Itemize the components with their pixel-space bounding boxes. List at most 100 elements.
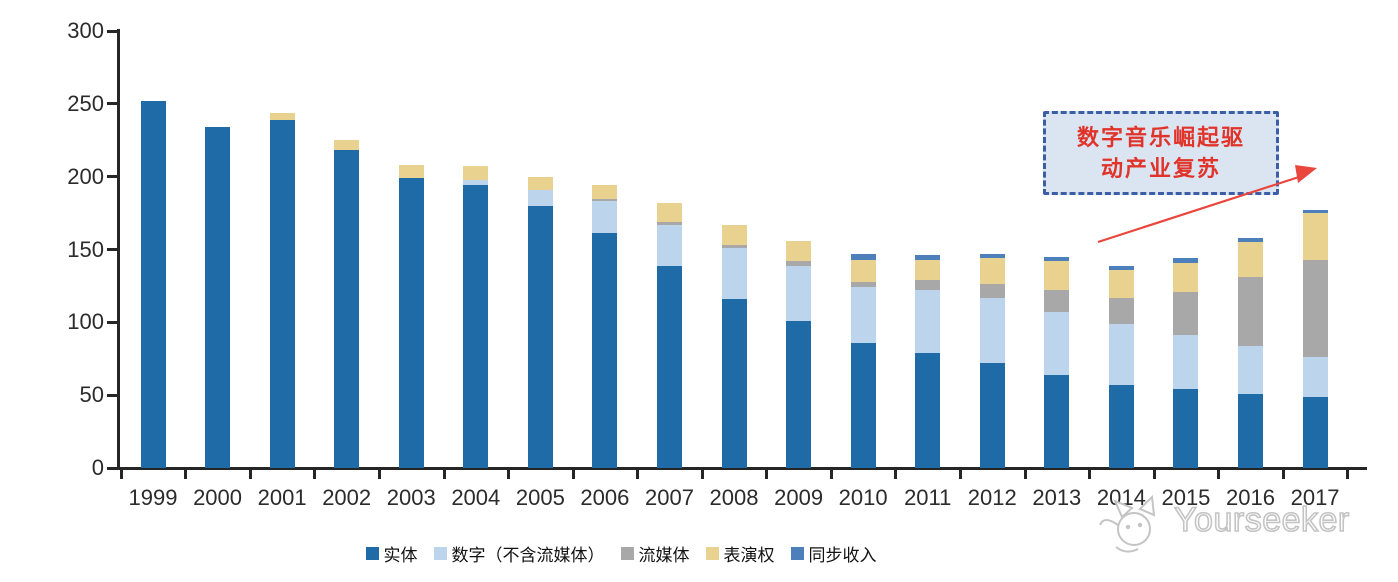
annotation-box: 数字音乐崛起驱 动产业复苏 xyxy=(1043,111,1279,195)
bar-segment xyxy=(1302,213,1328,260)
bar-segment xyxy=(850,287,876,343)
x-axis-label: 2015 xyxy=(1161,485,1211,510)
bar-segment xyxy=(398,178,424,468)
cat-logo-icon xyxy=(1099,494,1156,553)
annotation-text-line1: 数字音乐崛起驱 xyxy=(1076,125,1245,150)
x-axis-tick xyxy=(765,470,769,479)
y-axis-tick xyxy=(107,466,117,470)
bar-segment xyxy=(979,258,1005,285)
bar-segment xyxy=(786,261,812,266)
bar-segment xyxy=(786,265,812,321)
legend-item: 实体 xyxy=(365,541,418,566)
x-axis-label: 2010 xyxy=(838,485,888,510)
bar-segment xyxy=(656,221,682,225)
bar-segment xyxy=(721,245,747,249)
legend-item: 流媒体 xyxy=(620,541,690,566)
bar-segment xyxy=(979,253,1005,259)
bar-segment xyxy=(850,259,876,282)
bar-segment xyxy=(1108,323,1134,385)
bar-segment xyxy=(1173,291,1199,336)
x-axis-label: 2008 xyxy=(709,485,759,510)
bar-segment xyxy=(463,179,489,186)
bar-segment xyxy=(1173,389,1199,468)
legend-swatch xyxy=(620,547,634,560)
bar-segment xyxy=(334,150,360,468)
y-axis-label: 100 xyxy=(67,309,104,335)
x-axis-label: 2012 xyxy=(967,485,1017,510)
bar-segment xyxy=(979,284,1005,298)
bar-segment xyxy=(1238,393,1264,468)
bar-segment xyxy=(592,233,618,468)
x-axis-tick xyxy=(700,470,704,479)
bar-segment xyxy=(850,342,876,468)
x-axis-label: 2009 xyxy=(774,485,824,510)
x-axis-label: 2005 xyxy=(515,485,565,510)
x-axis-tick xyxy=(829,470,833,479)
annotation-arrow-icon xyxy=(1097,165,1317,244)
legend: 实体 数字（不含流媒体） 流媒体 表演权 同步收入 xyxy=(0,541,1242,566)
bar-segment xyxy=(1108,297,1134,324)
bar-segment xyxy=(915,290,941,353)
y-axis-tick xyxy=(107,175,117,179)
legend-swatch xyxy=(705,547,719,560)
bar-segment xyxy=(1108,269,1134,298)
y-axis-line xyxy=(117,29,120,470)
bar-segment xyxy=(463,185,489,468)
legend-label: 同步收入 xyxy=(808,546,877,565)
bar-segment xyxy=(1044,256,1070,262)
bar-segment xyxy=(915,259,941,281)
legend-swatch xyxy=(790,547,804,560)
bar-segment xyxy=(1108,265,1134,270)
bar-segment xyxy=(269,112,295,120)
y-axis-label: 200 xyxy=(67,163,104,189)
x-axis-label: 2004 xyxy=(451,485,501,510)
bar-segment xyxy=(1238,242,1264,278)
bar-segment xyxy=(1173,262,1199,292)
bar-segment xyxy=(1044,312,1070,375)
x-axis-tick xyxy=(1346,470,1350,479)
y-axis-label: 0 xyxy=(91,455,104,480)
x-axis-tick xyxy=(571,470,575,479)
y-axis-label: 250 xyxy=(67,90,104,116)
y-axis-tick xyxy=(107,393,117,397)
y-axis-tick xyxy=(107,248,117,251)
x-axis-tick xyxy=(894,470,898,479)
legend-item: 表演权 xyxy=(705,541,775,566)
legend-label: 实体 xyxy=(383,546,418,565)
legend-swatch xyxy=(433,547,447,560)
bar-segment xyxy=(721,299,747,468)
bar-segment xyxy=(786,320,812,468)
legend-label: 数字（不含流媒体） xyxy=(451,546,605,565)
y-axis-tick xyxy=(107,102,117,106)
x-axis-label: 2016 xyxy=(1226,485,1275,510)
x-axis-label: 2011 xyxy=(904,485,952,510)
x-axis-tick xyxy=(184,470,188,479)
bar-segment xyxy=(1238,345,1264,394)
x-axis-tick xyxy=(507,470,511,479)
x-axis-label: 2006 xyxy=(580,485,630,510)
legend-swatch xyxy=(365,547,379,560)
x-axis-tick xyxy=(442,470,446,479)
bar-segment xyxy=(398,165,424,179)
bar-segment xyxy=(656,265,682,468)
x-axis-tick xyxy=(119,470,123,479)
y-axis-label: 300 xyxy=(67,18,104,43)
x-axis-tick xyxy=(377,470,381,479)
x-axis-tick xyxy=(959,470,962,479)
x-axis-label: 1999 xyxy=(128,485,178,510)
legend-item: 同步收入 xyxy=(790,541,877,566)
bar-segment xyxy=(786,240,812,262)
bar-segment xyxy=(140,100,166,468)
x-axis-label: 2017 xyxy=(1290,485,1340,510)
bar-segment xyxy=(721,248,747,299)
y-axis-tick xyxy=(107,29,117,33)
bar-segment xyxy=(527,176,553,190)
bar-segment xyxy=(1238,237,1264,243)
x-axis-tick xyxy=(1088,470,1092,479)
bar-segment xyxy=(527,205,553,468)
bar-segment xyxy=(915,352,941,468)
x-axis-tick xyxy=(1281,470,1285,479)
bar-segment xyxy=(334,140,360,151)
bar-segment xyxy=(1173,258,1199,263)
